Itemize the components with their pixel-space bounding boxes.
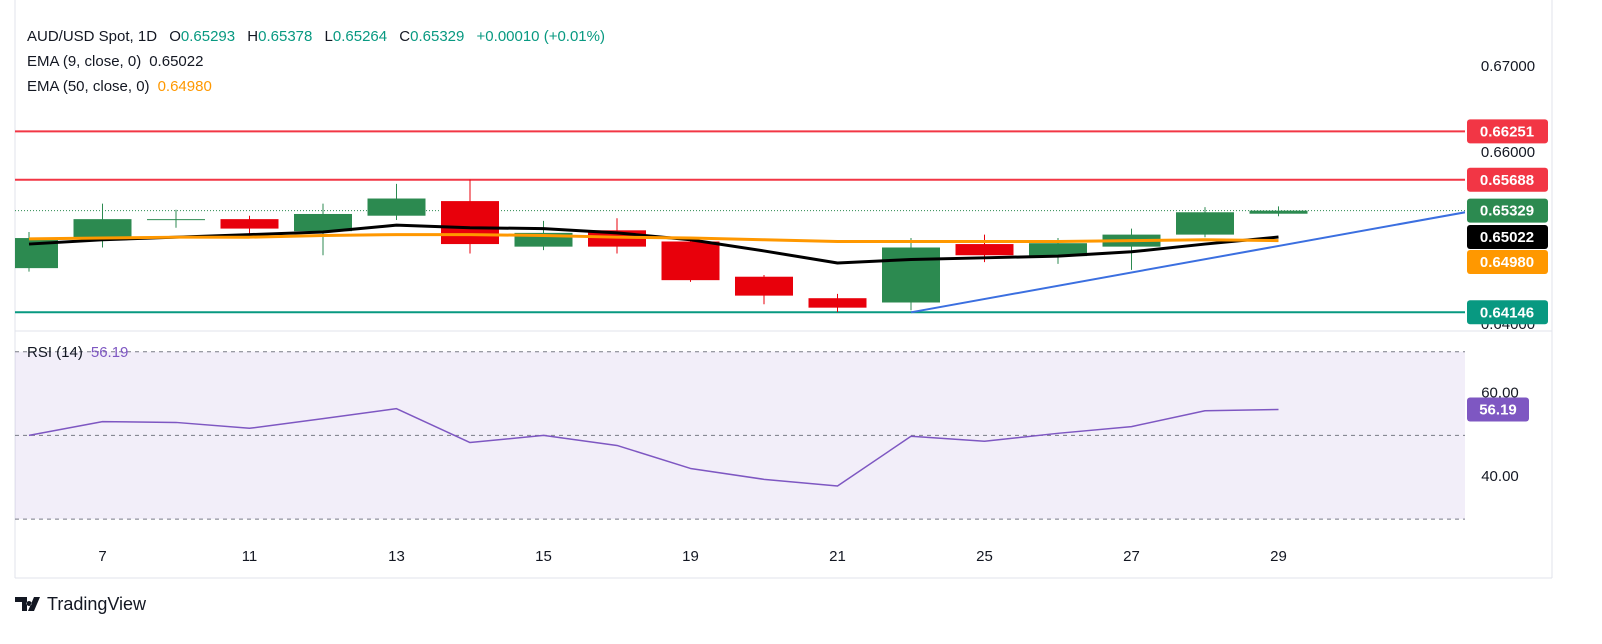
candle-body <box>955 244 1014 256</box>
candle-body <box>808 298 867 308</box>
ohlc-value: 0.65293 <box>181 28 235 45</box>
candle-body <box>147 219 205 221</box>
symbol: AUD/USD Spot, 1D <box>27 28 157 45</box>
indicator-value: 0.65022 <box>149 53 203 70</box>
ohlc-value: 0.65329 <box>410 28 464 45</box>
price-tag-label: 0.66251 <box>1480 123 1534 140</box>
x-tick-label: 27 <box>1123 548 1140 565</box>
candle-body <box>441 201 499 245</box>
price-tag <box>1467 198 1548 223</box>
rsi-tag-label: 56.19 <box>1479 401 1517 418</box>
price-tag-label: 0.65688 <box>1480 172 1534 189</box>
x-tick-label: 13 <box>388 548 405 565</box>
price-tag <box>1467 250 1548 275</box>
price-tag-label: 0.65329 <box>1480 203 1534 220</box>
brand: TradingView <box>47 594 147 614</box>
price-tag-label: 0.64980 <box>1480 254 1534 271</box>
change: +0.00010 (+0.01%) <box>477 28 605 45</box>
candle-body <box>1176 212 1234 235</box>
rsi-tick-label: 40.00 <box>1481 468 1519 485</box>
y-tick-label: 0.66000 <box>1481 144 1535 161</box>
candle-body <box>1249 210 1308 214</box>
price-tag-label: 0.65022 <box>1480 229 1534 246</box>
price-tag <box>1467 225 1548 250</box>
rsi-tick-label: 60.00 <box>1481 385 1519 402</box>
x-tick-label: 19 <box>682 548 699 565</box>
header-line: AUD/USD Spot, 1D O0.65293 H0.65378 L0.65… <box>27 28 605 45</box>
price-tag <box>1467 119 1548 144</box>
ohlc-key: L <box>325 28 333 45</box>
ohlc-key: H <box>247 28 258 45</box>
candle-body <box>882 247 940 303</box>
rsi-line <box>28 407 1279 487</box>
x-tick-label: 11 <box>242 548 258 565</box>
brand-logo: TradingView <box>15 594 147 614</box>
x-tick-label: 29 <box>1270 548 1287 565</box>
trendline <box>910 211 1465 314</box>
rsi-tag <box>1467 397 1529 422</box>
indicator-name: EMA (50, close, 0) <box>27 78 150 95</box>
rsi-name: RSI (14) <box>27 344 83 361</box>
ohlc-value: 0.65378 <box>258 28 312 45</box>
logo-mark <box>15 597 40 611</box>
y-tick-label: 0.67000 <box>1481 58 1535 75</box>
indicator-legend: EMA (50, close, 0) 0.64980 <box>27 78 212 95</box>
indicator-value: 0.64980 <box>158 78 212 95</box>
rsi-value: 56.19 <box>91 344 129 361</box>
price-tag <box>1467 300 1548 325</box>
price-pane <box>15 130 1465 314</box>
candle-body <box>294 213 352 232</box>
candle-body <box>367 198 426 216</box>
ohlc-value: 0.65264 <box>333 28 387 45</box>
x-tick-label: 21 <box>829 548 846 565</box>
candle-body <box>735 276 793 296</box>
legend: AUD/USD Spot, 1D O0.65293 H0.65378 L0.65… <box>27 28 605 361</box>
ohlc-key: O <box>169 28 181 45</box>
rsi-legend: RSI (14) 56.19 <box>27 344 128 361</box>
price-tag-label: 0.64146 <box>1480 304 1534 321</box>
indicator-legend: EMA (9, close, 0) 0.65022 <box>27 53 203 70</box>
candle-body <box>1029 243 1087 257</box>
price-tag <box>1467 167 1548 192</box>
x-tick-label: 15 <box>535 548 552 565</box>
indicator-name: EMA (9, close, 0) <box>27 53 141 70</box>
x-tick-label: 7 <box>98 548 106 565</box>
ema-line <box>28 223 1279 265</box>
ohlc-key: C <box>399 28 410 45</box>
candle-body <box>661 241 720 281</box>
rsi-pane <box>15 351 1465 520</box>
x-tick-label: 25 <box>976 548 993 565</box>
candle-body <box>220 219 279 229</box>
ema-line <box>28 233 1279 243</box>
candle-body <box>73 219 132 239</box>
